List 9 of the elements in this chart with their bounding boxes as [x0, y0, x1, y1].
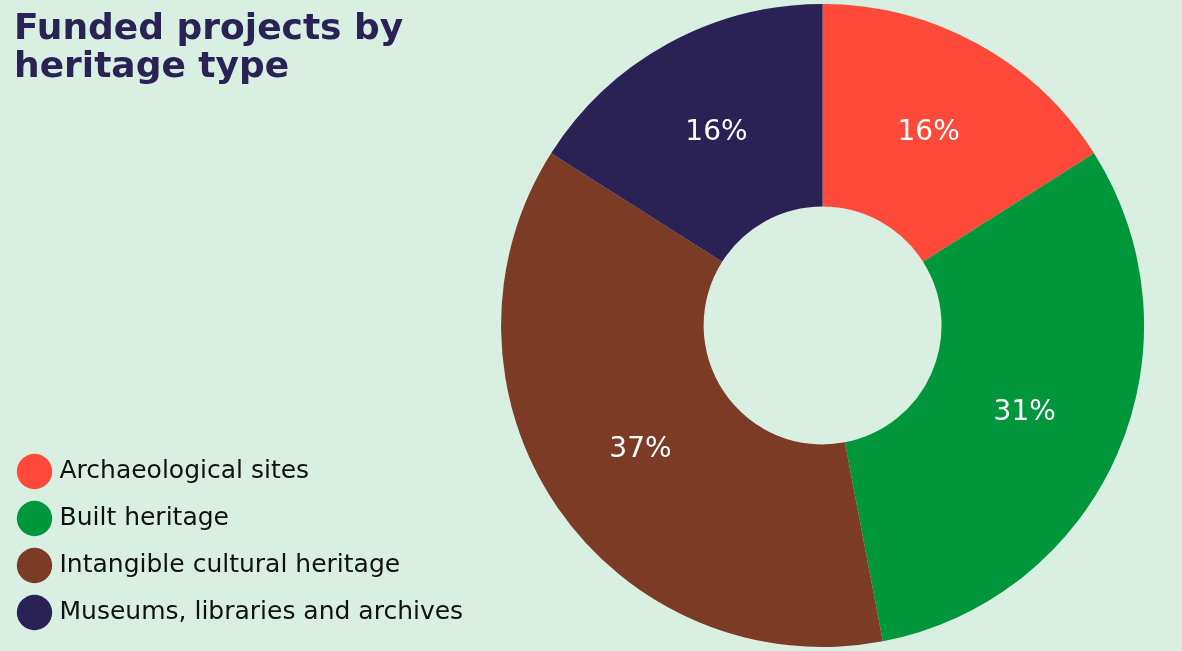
data-label: 16% [685, 113, 748, 147]
legend-label: Intangible cultural heritage [59, 549, 401, 578]
text: Funded projects by heritage type [14, 6, 405, 85]
legend-label: Museums, libraries and archives [59, 596, 464, 625]
data-label: 31% [993, 394, 1056, 428]
data-label: 37% [609, 430, 672, 464]
legend-label: Built heritage [59, 502, 229, 531]
data-label: 16% [897, 113, 960, 147]
legend-label: Archaeological sites [59, 455, 310, 484]
